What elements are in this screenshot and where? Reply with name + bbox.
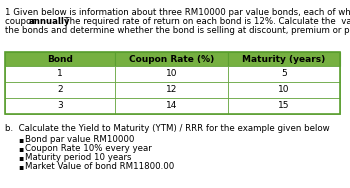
Text: Maturity (years): Maturity (years): [242, 55, 326, 64]
Bar: [228, 98, 340, 114]
Text: 3: 3: [57, 102, 63, 111]
Bar: [115, 98, 228, 114]
Text: b.  Calculate the Yield to Maturity (YTM) / RRR for the example given below: b. Calculate the Yield to Maturity (YTM)…: [5, 124, 330, 133]
Text: Coupon Rate (%): Coupon Rate (%): [129, 55, 214, 64]
Text: Market Value of bond RM11800.00: Market Value of bond RM11800.00: [25, 162, 174, 171]
Text: 14: 14: [166, 102, 177, 111]
Text: annually: annually: [29, 17, 70, 26]
Bar: [115, 82, 228, 98]
Text: 1 Given below is information about three RM10000 par value bonds, each of which : 1 Given below is information about three…: [5, 8, 350, 17]
Text: ▪: ▪: [18, 153, 23, 162]
Text: . The required rate of return on each bond is 12%. Calculate the  value  of: . The required rate of return on each bo…: [59, 17, 350, 26]
Bar: [5, 52, 340, 114]
Text: ▪: ▪: [18, 135, 23, 144]
Text: Bond par value RM10000: Bond par value RM10000: [25, 135, 134, 144]
Text: 2: 2: [57, 86, 63, 95]
Text: 5: 5: [281, 70, 287, 79]
Bar: [5, 98, 115, 114]
Text: 15: 15: [278, 102, 290, 111]
Bar: [5, 52, 115, 66]
Text: Coupon Rate 10% every year: Coupon Rate 10% every year: [25, 144, 152, 153]
Bar: [228, 52, 340, 66]
Text: Maturity period 10 years: Maturity period 10 years: [25, 153, 132, 162]
Bar: [5, 66, 115, 82]
Text: Bond: Bond: [47, 55, 73, 64]
Bar: [228, 82, 340, 98]
Text: coupon: coupon: [5, 17, 40, 26]
Text: ▪: ▪: [18, 162, 23, 171]
Bar: [5, 82, 115, 98]
Text: 10: 10: [166, 70, 177, 79]
Text: the bonds and determine whether the bond is selling at discount, premium or par : the bonds and determine whether the bond…: [5, 26, 350, 35]
Bar: [115, 52, 228, 66]
Text: 10: 10: [278, 86, 290, 95]
Text: 1: 1: [57, 70, 63, 79]
Bar: [228, 66, 340, 82]
Text: ▪: ▪: [18, 144, 23, 153]
Bar: [115, 66, 228, 82]
Text: 12: 12: [166, 86, 177, 95]
